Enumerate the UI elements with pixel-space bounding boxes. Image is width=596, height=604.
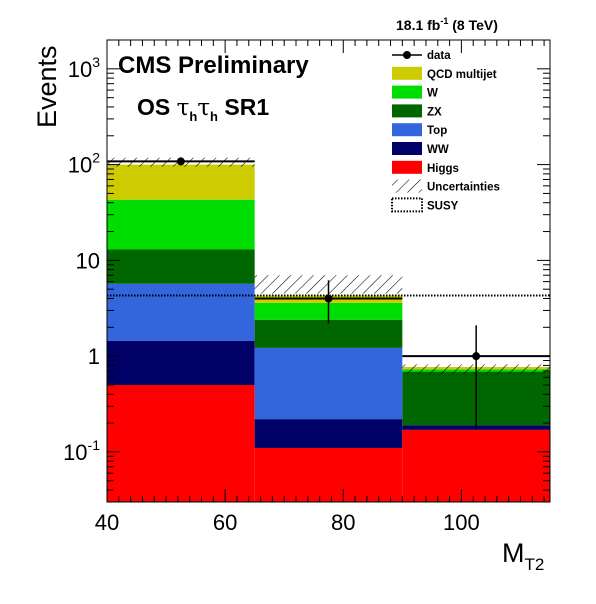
bar-top xyxy=(254,347,403,420)
plot-frame xyxy=(106,39,551,503)
bar-ww xyxy=(107,340,255,385)
bar-ww xyxy=(254,419,403,448)
y-tick-label: 103 xyxy=(68,54,100,82)
axes-layer: 40 60 80 100 10-1 1 10 102 103 xyxy=(63,39,550,535)
data-point xyxy=(472,352,481,361)
legend-swatch-top xyxy=(392,123,422,137)
y-tick-label: 102 xyxy=(68,150,100,178)
legend-label: W xyxy=(427,88,438,100)
x-axis-label: MT2 xyxy=(502,538,544,574)
legend-data-marker xyxy=(403,51,411,59)
legend-label: SUSY xyxy=(427,200,459,212)
data-point xyxy=(324,294,333,303)
bar-higgs xyxy=(254,447,403,502)
y-tick-label: 10-1 xyxy=(63,437,100,465)
region-label: OS τhτh SR1 xyxy=(137,94,269,124)
legend-susy-swatch xyxy=(391,197,423,213)
bar-zx xyxy=(107,249,255,284)
stack-layer xyxy=(107,164,550,502)
x-tick-label: 100 xyxy=(443,510,480,535)
x-tick-label: 80 xyxy=(331,510,355,535)
data-point xyxy=(176,157,185,166)
legend-label: ZX xyxy=(427,106,442,118)
y-axis-label: Events xyxy=(32,45,62,128)
legend-label: data xyxy=(427,50,451,62)
bar-qcd-multijet xyxy=(107,164,255,200)
bar-w xyxy=(107,199,255,250)
legend-label: Higgs xyxy=(427,163,459,175)
legend-swatch-zx xyxy=(392,104,422,118)
legend-swatch-qcd-multijet xyxy=(392,66,422,80)
chart-title: CMS Preliminary xyxy=(118,52,309,79)
lumi-label: 18.1 fb-1 (8 TeV) xyxy=(396,16,498,33)
bar-higgs xyxy=(107,384,255,502)
legend-uncertainty-swatch xyxy=(392,179,422,193)
x-tick-label: 40 xyxy=(95,510,119,535)
legend-label: WW xyxy=(427,144,449,156)
legend-swatch-ww xyxy=(392,142,422,155)
legend: data QCD multijet W ZX Top WW Higgs Uncertainti… xyxy=(391,50,500,213)
data-layer xyxy=(176,157,481,430)
legend-swatch-higgs xyxy=(392,160,422,174)
bar-top xyxy=(107,283,255,341)
x-tick-label: 60 xyxy=(213,510,237,535)
y-tick-label: 10 xyxy=(76,248,100,273)
bar-zx xyxy=(254,319,403,348)
legend-label: Top xyxy=(427,125,447,137)
legend-label: QCD multijet xyxy=(427,69,497,81)
legend-swatch-w xyxy=(392,85,422,99)
bar-higgs xyxy=(402,429,550,502)
legend-label: Uncertainties xyxy=(427,182,500,194)
y-tick-label: 1 xyxy=(88,344,100,369)
